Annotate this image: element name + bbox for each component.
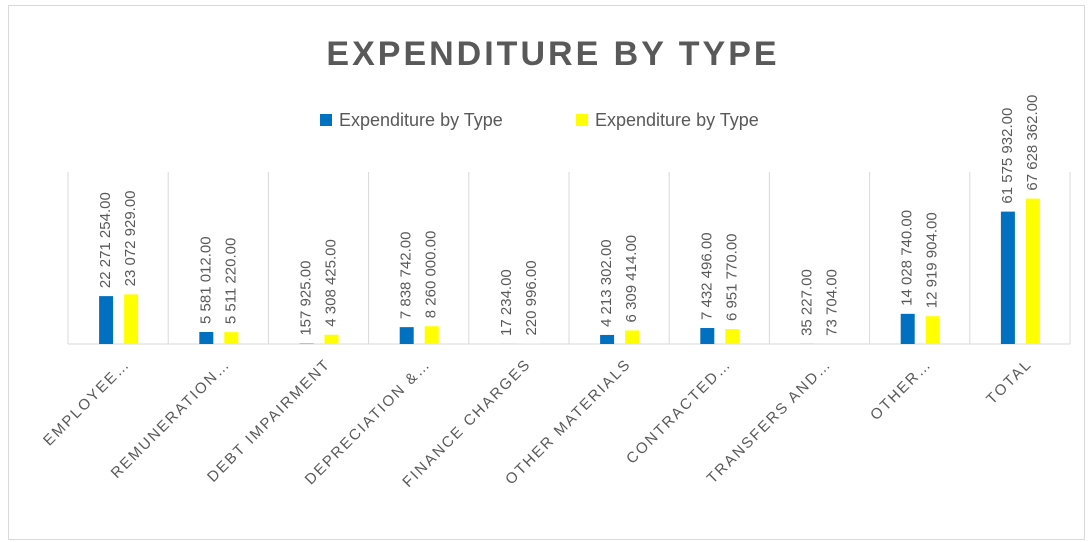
bar xyxy=(99,296,114,344)
data-label: 6 309 414.00 xyxy=(623,235,640,323)
bar xyxy=(124,294,139,344)
data-label: 7 432 496.00 xyxy=(698,232,715,320)
data-label: 22 271 254.00 xyxy=(97,192,114,288)
bar xyxy=(1000,211,1015,344)
bar xyxy=(199,332,214,344)
data-label: 7 838 742.00 xyxy=(398,232,415,320)
bar xyxy=(399,327,414,344)
data-label: 4 308 425.00 xyxy=(322,239,339,327)
legend-swatch xyxy=(320,114,332,126)
bar xyxy=(224,332,239,344)
data-label: 14 028 740.00 xyxy=(899,210,916,306)
data-label: 67 628 362.00 xyxy=(1024,95,1041,191)
data-label: 6 951 770.00 xyxy=(723,233,740,321)
data-label: 5 511 220.00 xyxy=(222,238,239,324)
legend-label: Expenditure by Type xyxy=(339,110,503,130)
data-label: 12 919 904.00 xyxy=(924,212,941,308)
bar xyxy=(424,326,439,344)
bar xyxy=(625,330,640,344)
bar xyxy=(1025,198,1040,344)
legend-swatch xyxy=(576,114,588,126)
bar xyxy=(925,316,940,344)
chart-border xyxy=(8,5,1085,540)
data-label: 35 227.00 xyxy=(798,269,815,336)
data-label: 5 581 012.00 xyxy=(197,236,214,324)
data-label: 61 575 932.00 xyxy=(999,108,1016,204)
bar xyxy=(900,313,915,344)
bar xyxy=(600,334,615,344)
data-label: 73 704.00 xyxy=(823,269,840,336)
data-label: 4 213 302.00 xyxy=(598,239,615,327)
bar xyxy=(725,329,740,344)
bar xyxy=(700,328,715,344)
legend-label: Expenditure by Type xyxy=(595,110,759,130)
data-label: 23 072 929.00 xyxy=(122,190,139,286)
data-label: 220 996.00 xyxy=(523,260,540,335)
chart-title: EXPENDITURE BY TYPE xyxy=(326,35,779,73)
bar xyxy=(324,334,339,344)
data-label: 17 234.00 xyxy=(498,269,515,336)
data-label: 157 925.00 xyxy=(297,261,314,336)
data-label: 8 260 000.00 xyxy=(423,231,440,319)
